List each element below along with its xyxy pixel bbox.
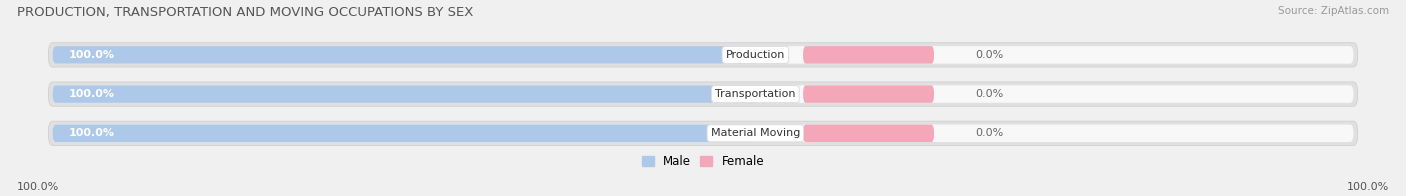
FancyBboxPatch shape (803, 124, 934, 142)
FancyBboxPatch shape (48, 43, 1358, 67)
Text: Transportation: Transportation (716, 89, 796, 99)
Text: Material Moving: Material Moving (710, 128, 800, 138)
Text: 100.0%: 100.0% (69, 50, 115, 60)
FancyBboxPatch shape (52, 124, 1354, 142)
Text: 0.0%: 0.0% (974, 128, 1004, 138)
Text: Source: ZipAtlas.com: Source: ZipAtlas.com (1278, 6, 1389, 16)
Legend: Male, Female: Male, Female (637, 150, 769, 173)
Text: 100.0%: 100.0% (1347, 182, 1389, 192)
FancyBboxPatch shape (52, 124, 755, 142)
FancyBboxPatch shape (52, 85, 755, 103)
Text: 0.0%: 0.0% (974, 50, 1004, 60)
FancyBboxPatch shape (48, 121, 1358, 145)
FancyBboxPatch shape (52, 46, 755, 64)
FancyBboxPatch shape (803, 85, 934, 103)
Text: 100.0%: 100.0% (69, 128, 115, 138)
Text: 100.0%: 100.0% (17, 182, 59, 192)
Text: Production: Production (725, 50, 785, 60)
Text: 0.0%: 0.0% (974, 89, 1004, 99)
Text: 100.0%: 100.0% (69, 89, 115, 99)
FancyBboxPatch shape (803, 46, 934, 64)
FancyBboxPatch shape (52, 46, 1354, 64)
FancyBboxPatch shape (48, 82, 1358, 106)
Text: PRODUCTION, TRANSPORTATION AND MOVING OCCUPATIONS BY SEX: PRODUCTION, TRANSPORTATION AND MOVING OC… (17, 6, 474, 19)
FancyBboxPatch shape (52, 85, 1354, 103)
